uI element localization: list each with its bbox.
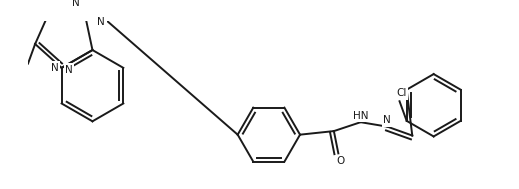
- Text: N: N: [384, 115, 391, 125]
- Text: HN: HN: [353, 111, 368, 121]
- Text: N: N: [65, 65, 73, 75]
- Text: Cl: Cl: [396, 88, 406, 98]
- Text: N: N: [98, 17, 105, 27]
- Text: N: N: [73, 0, 80, 8]
- Text: O: O: [336, 156, 344, 166]
- Text: N: N: [51, 63, 59, 73]
